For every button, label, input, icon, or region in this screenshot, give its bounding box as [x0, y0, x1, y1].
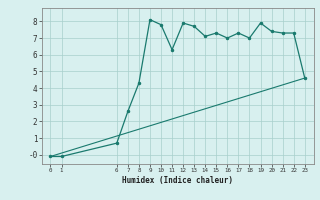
X-axis label: Humidex (Indice chaleur): Humidex (Indice chaleur) [122, 176, 233, 185]
